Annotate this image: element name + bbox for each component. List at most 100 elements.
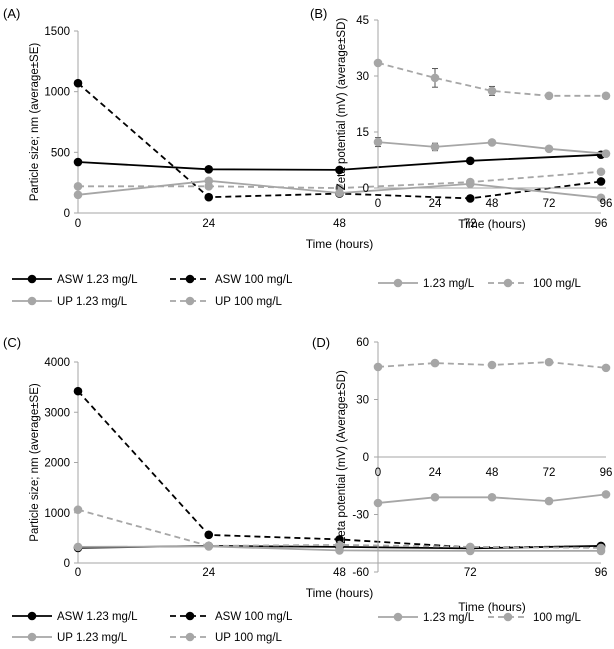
legend-label: UP 100 mg/L xyxy=(215,296,283,308)
legend: ASW 1.23 mg/L ASW 100 mg/L UP 1.23 mg/L UP … xyxy=(12,274,293,308)
data-point xyxy=(204,192,214,202)
x-axis-title: Time (hours) xyxy=(306,237,374,251)
legend-item: UP 100 mg/L xyxy=(170,632,283,644)
data-point xyxy=(335,165,344,175)
panel-label: (D) xyxy=(312,335,330,350)
x-tick-label: 72 xyxy=(543,198,556,210)
legend-marker xyxy=(503,612,513,622)
legend-marker xyxy=(27,611,37,621)
legend-label: UP 100 mg/L xyxy=(215,632,283,644)
legend: ASW 1.23 mg/L ASW 100 mg/L UP 1.23 mg/L UP … xyxy=(12,611,293,644)
x-tick-label: 24 xyxy=(429,467,442,479)
data-point xyxy=(544,357,554,367)
x-tick-label: 96 xyxy=(595,567,608,579)
legend-marker xyxy=(393,278,403,288)
y-tick-label: 0 xyxy=(64,208,70,220)
data-point xyxy=(430,492,440,502)
data-point xyxy=(487,360,497,370)
legend-label: ASW 100 mg/L xyxy=(215,611,293,623)
legend-item: 100 mg/L xyxy=(488,278,582,290)
x-tick-label: 24 xyxy=(429,198,442,210)
x-tick-label: 48 xyxy=(486,467,499,479)
x-tick-label: 72 xyxy=(464,218,477,230)
x-tick-label: 0 xyxy=(375,198,381,210)
legend-item: ASW 1.23 mg/L xyxy=(12,274,138,286)
data-point xyxy=(596,543,606,553)
data-point xyxy=(601,91,611,101)
legend-marker xyxy=(185,611,195,621)
legend-item: UP 1.23 mg/L xyxy=(12,632,128,644)
chart-panel-4: (D) -60 -30 0 30 60 0 24 48 72 96 Time (hours) Zeta … xyxy=(312,335,612,624)
data-point xyxy=(73,505,83,515)
x-tick-label: 0 xyxy=(75,218,81,230)
data-point xyxy=(204,182,214,191)
data-point xyxy=(204,165,214,174)
data-point xyxy=(430,73,440,83)
data-point xyxy=(73,190,83,200)
x-tick-label: 96 xyxy=(600,198,613,210)
data-point xyxy=(73,157,83,167)
y-tick-label: 4000 xyxy=(44,357,70,369)
legend-label: ASW 1.23 mg/L xyxy=(57,611,138,623)
x-tick-label: 48 xyxy=(333,567,346,579)
x-axis-title: Time (hours) xyxy=(306,586,374,600)
data-point xyxy=(596,167,606,177)
legend-item: UP 1.23 mg/L xyxy=(12,296,128,308)
legend-label: 1.23 mg/L xyxy=(423,612,475,624)
panel-label: (C) xyxy=(3,335,21,350)
y-tick-label: 0 xyxy=(64,558,70,570)
legend: 1.23 mg/L 100 mg/L xyxy=(378,278,582,290)
series-line xyxy=(377,62,606,97)
data-point xyxy=(373,137,383,147)
data-point xyxy=(465,177,475,187)
series-2 xyxy=(373,58,611,101)
data-point xyxy=(487,86,497,96)
y-tick-label: 30 xyxy=(356,395,369,407)
y-axis-title: Particle size; nm (average±SE) xyxy=(29,43,41,202)
series-4 xyxy=(73,167,606,193)
legend-item: 1.23 mg/L xyxy=(378,612,475,624)
y-tick-label: 30 xyxy=(356,71,369,83)
legend-item: ASW 100 mg/L xyxy=(170,274,293,286)
y-tick-label: 45 xyxy=(356,15,369,27)
data-point xyxy=(465,542,475,552)
data-point xyxy=(544,144,554,154)
series-line xyxy=(77,508,602,549)
series-2 xyxy=(373,357,611,373)
x-tick-label: 72 xyxy=(543,467,556,479)
data-point xyxy=(204,530,214,540)
data-point xyxy=(465,156,475,166)
y-tick-label: -60 xyxy=(352,567,369,579)
data-point xyxy=(544,496,554,506)
legend-marker xyxy=(185,296,195,306)
chart-panel-2: (B) 0 15 30 45 0 24 48 72 96 Time (hours) Zeta pote… xyxy=(310,6,612,290)
data-point xyxy=(373,58,383,68)
legend-marker xyxy=(27,632,37,642)
legend-item: ASW 1.23 mg/L xyxy=(12,611,138,623)
y-axis-title: Particle size; nm (average±SE) xyxy=(29,383,41,542)
x-tick-label: 48 xyxy=(486,198,499,210)
series-4 xyxy=(73,505,606,553)
x-tick-label: 96 xyxy=(600,467,613,479)
y-tick-label: 0 xyxy=(363,452,369,464)
data-point xyxy=(73,386,83,396)
data-point xyxy=(430,358,440,368)
data-point xyxy=(73,182,83,191)
data-point xyxy=(544,91,554,101)
data-point xyxy=(335,183,344,193)
legend-marker xyxy=(393,612,403,622)
x-tick-label: 96 xyxy=(595,218,608,230)
legend-marker xyxy=(27,296,37,306)
legend-marker xyxy=(503,278,513,288)
x-tick-label: 24 xyxy=(202,218,215,230)
y-tick-label: 2000 xyxy=(44,458,70,470)
series-1 xyxy=(373,137,611,158)
legend-label: 1.23 mg/L xyxy=(423,278,475,290)
data-point xyxy=(601,490,611,499)
y-tick-label: 500 xyxy=(51,147,70,159)
x-tick-label: 24 xyxy=(202,567,215,579)
y-tick-label: 1500 xyxy=(44,26,70,38)
